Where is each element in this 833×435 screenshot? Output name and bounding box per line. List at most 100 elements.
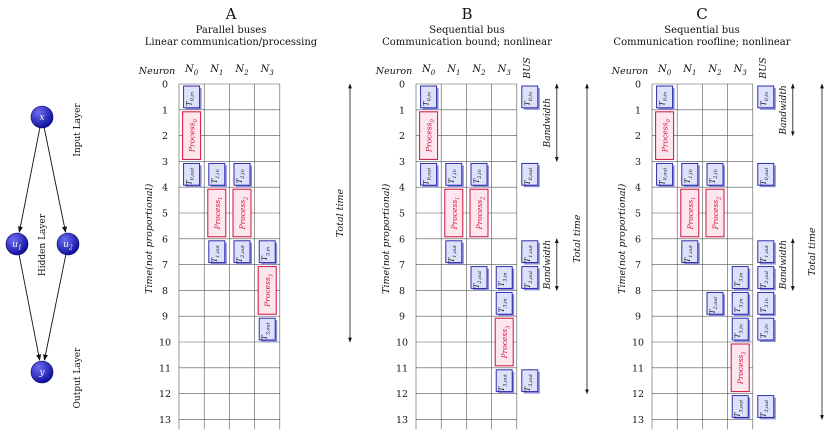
neuron-header: Neuron bbox=[611, 66, 648, 77]
bandwidth-label: Bandwidth bbox=[779, 240, 789, 290]
block-rect bbox=[731, 291, 749, 315]
panel-subtitle: Parallel buses bbox=[196, 25, 267, 36]
block-rect bbox=[521, 266, 539, 289]
block-label: T2,out bbox=[709, 297, 719, 314]
block-rect bbox=[445, 162, 463, 186]
transfer-block: T2,out bbox=[470, 266, 489, 291]
block-label: Process2 bbox=[475, 196, 486, 230]
block-rect bbox=[495, 369, 513, 393]
block-rect bbox=[731, 266, 749, 289]
bandwidth-label: Bandwidth bbox=[543, 240, 553, 290]
block-rect bbox=[706, 162, 724, 186]
neuron-header-n2: N2 bbox=[707, 64, 722, 77]
row-label: 12 bbox=[159, 389, 171, 400]
block-rect bbox=[757, 291, 775, 315]
block-label: T0,out bbox=[760, 168, 770, 185]
row-label: 7 bbox=[162, 260, 168, 271]
transfer-block: T0,in bbox=[521, 85, 540, 110]
bus-header: BUS bbox=[758, 57, 769, 80]
block-label: T3,in bbox=[734, 324, 744, 338]
row-label: 10 bbox=[632, 338, 644, 349]
row-label: 10 bbox=[396, 338, 408, 349]
transfer-block: T2,in bbox=[470, 162, 489, 188]
transfer-block: T0,in bbox=[183, 85, 202, 110]
y-axis-label: Time(not proportional) bbox=[617, 183, 628, 293]
row-label: 11 bbox=[396, 363, 408, 374]
row-label: 2 bbox=[635, 131, 641, 142]
transfer-block: T0,in bbox=[420, 85, 439, 110]
transfer-block: T1,in bbox=[208, 162, 227, 188]
block-label: Process3 bbox=[263, 273, 274, 307]
transfer-block: T3,in bbox=[495, 266, 515, 291]
block-label: T2,in bbox=[473, 169, 483, 183]
block-rect bbox=[232, 188, 252, 238]
row-label: 3 bbox=[635, 157, 641, 168]
row-label: 1 bbox=[399, 105, 405, 116]
transfer-block: T3,in bbox=[731, 317, 751, 342]
row-label: 7 bbox=[399, 260, 405, 271]
block-label: T1,out bbox=[524, 245, 534, 262]
block-rect bbox=[495, 291, 513, 315]
block-label: T3,out bbox=[498, 374, 508, 391]
block-label: Process0 bbox=[425, 119, 436, 153]
row-label: 1 bbox=[162, 105, 168, 116]
block-rect bbox=[757, 317, 775, 341]
y-axis-label: Time(not proportional) bbox=[381, 183, 392, 293]
block-label: Process2 bbox=[711, 196, 722, 230]
block-label: T3,out bbox=[734, 400, 744, 417]
transfer-block: T1,in bbox=[445, 162, 464, 188]
row-label: 3 bbox=[162, 157, 168, 168]
block-rect bbox=[182, 111, 202, 160]
transfer-block: T3,out bbox=[521, 369, 540, 394]
row-label: 4 bbox=[162, 183, 168, 194]
node-circle bbox=[30, 105, 54, 129]
node-u2: u2 bbox=[56, 232, 80, 256]
edge-x-u2 bbox=[43, 127, 67, 233]
transfer-block: T3,out bbox=[731, 395, 751, 420]
row-label: 0 bbox=[635, 80, 641, 91]
block-label: Process3 bbox=[500, 325, 511, 359]
row-label: 2 bbox=[399, 131, 405, 142]
panel-description: Communication bound; nonlinear bbox=[382, 37, 552, 48]
total-time-label: Total time bbox=[572, 214, 583, 263]
neuron-header-n2: N2 bbox=[234, 64, 249, 77]
block-label: T3,out bbox=[524, 374, 534, 391]
row-label: 4 bbox=[635, 183, 641, 194]
transfer-block: T0,in bbox=[656, 85, 675, 110]
block-rect bbox=[706, 291, 724, 315]
block-rect bbox=[258, 240, 276, 264]
block-label: Process1 bbox=[450, 197, 461, 231]
transfer-block: T2,out bbox=[706, 291, 725, 317]
block-label: T3,in bbox=[261, 247, 271, 261]
transfer-block: T0,out bbox=[420, 162, 439, 188]
block-label: Process0 bbox=[661, 119, 672, 153]
row-label: 8 bbox=[635, 286, 641, 297]
row-label: 9 bbox=[635, 312, 641, 323]
block-label: T2,out bbox=[473, 271, 483, 288]
block-rect bbox=[757, 395, 775, 418]
block-rect bbox=[207, 188, 227, 238]
block-rect bbox=[757, 266, 775, 289]
neuron-header-n0: N0 bbox=[421, 64, 436, 77]
block-rect bbox=[470, 266, 488, 289]
block-rect bbox=[208, 240, 226, 264]
y-axis-label: Time(not proportional) bbox=[144, 183, 155, 293]
block-rect bbox=[757, 240, 775, 264]
block-rect bbox=[521, 162, 539, 186]
output-layer-label: Output Layer bbox=[73, 347, 83, 409]
row-label: 11 bbox=[159, 363, 171, 374]
block-rect bbox=[469, 188, 489, 238]
neural-network-diagram: x u1 u2 y Input Layer Hidden Layer Output Laye… bbox=[5, 103, 83, 409]
block-label: T1,out bbox=[760, 245, 770, 262]
transfer-block: T0,in bbox=[757, 85, 776, 110]
total-time-label: Total time bbox=[807, 227, 818, 276]
node-label: y bbox=[38, 368, 45, 378]
node-label: u1 bbox=[12, 240, 22, 252]
row-label: 13 bbox=[396, 415, 408, 426]
block-rect bbox=[521, 369, 539, 393]
bandwidth-label: Bandwidth bbox=[779, 85, 789, 135]
transfer-block: T1,out bbox=[681, 240, 700, 265]
neuron-header-n1: N1 bbox=[682, 64, 696, 77]
